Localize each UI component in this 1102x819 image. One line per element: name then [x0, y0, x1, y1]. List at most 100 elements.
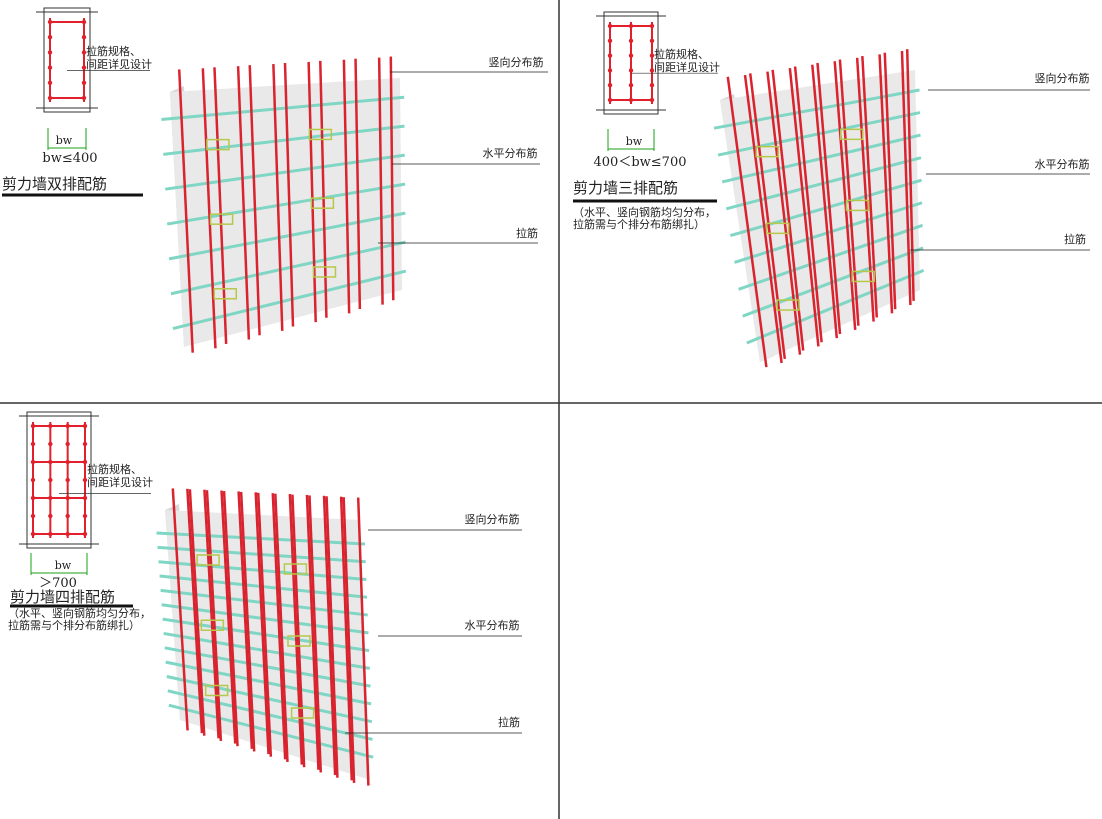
tie-bar — [200, 619, 225, 631]
section-bar-dot — [628, 38, 634, 43]
panel: 拉筋规格、间距详见设计 bw ＞700剪力墙四排配筋（水平、竖向钢筋均匀分布，拉筋需… — [8, 411, 522, 786]
vertical-bar — [905, 49, 915, 301]
horizontal-bar — [168, 211, 406, 261]
section-bar-dot — [628, 53, 634, 58]
vertical-bar — [748, 73, 787, 359]
vertical-bar — [305, 494, 320, 770]
section-bar-dot — [628, 83, 634, 88]
tie-bar — [312, 266, 337, 278]
vertical-bar — [855, 57, 875, 322]
section-bar-dot — [649, 53, 655, 58]
callout-label: 拉筋 — [498, 715, 520, 729]
vertical-bar — [186, 488, 204, 734]
vertical-bar — [256, 492, 273, 757]
width-label: bw — [56, 134, 73, 147]
vertical-bar — [307, 61, 317, 323]
horizontal-bar — [163, 124, 405, 156]
callout-label: 拉筋 — [516, 226, 538, 240]
vertical-bar — [274, 493, 289, 762]
vertical-bar — [900, 50, 912, 306]
note: 拉筋需与个排分布筋绑扎） — [8, 618, 140, 632]
section-bar-dot — [649, 38, 655, 43]
vertical-bar — [236, 66, 251, 340]
vertical-bar — [878, 54, 894, 314]
panel-title: 剪力墙三排配筋 — [573, 179, 678, 197]
vertical-bar — [793, 66, 823, 343]
tie-bar — [209, 213, 234, 225]
callout-label: 竖向分布筋 — [489, 55, 544, 69]
vertical-bar — [222, 490, 239, 747]
vertical-bar — [239, 491, 256, 752]
section-bar-dot — [65, 477, 70, 483]
tie-bar — [287, 635, 311, 647]
vertical-bar — [283, 62, 295, 327]
tie-note: 拉筋规格、 — [654, 47, 709, 61]
vertical-bar — [389, 56, 395, 301]
section-bar-dot — [628, 68, 634, 73]
condition: bw≤400 — [42, 151, 97, 166]
section-bar-dot — [65, 441, 70, 447]
section-bar-dot — [48, 441, 53, 447]
section-bar-dot — [48, 513, 53, 519]
section-bar-dot — [82, 477, 88, 483]
section-bar-dot — [649, 83, 655, 88]
panel-title: 剪力墙双排配筋 — [2, 175, 107, 193]
condition: 400＜bw≤700 — [594, 155, 687, 170]
section-bar-dot — [47, 65, 53, 70]
vertical-bar — [771, 69, 805, 351]
vertical-bar — [288, 494, 304, 765]
section-outline — [43, 7, 91, 113]
tie-note: 拉筋规格、 — [87, 462, 142, 476]
width-label: bw — [626, 135, 643, 148]
horizontal-bar — [166, 182, 406, 226]
vertical-bar — [325, 496, 339, 778]
panel-title: 剪力墙四排配筋 — [10, 588, 115, 606]
horizontal-bar — [172, 269, 407, 331]
section-bar-dot — [82, 441, 88, 447]
section-bar-dot — [607, 83, 613, 88]
panel: 拉筋规格、间距详见设计 bw 400＜bw≤700 剪力墙三排配筋 （水平、竖向钢筋均匀… — [573, 11, 1090, 368]
section-bar-dot — [81, 50, 87, 55]
vertical-bar — [816, 62, 842, 335]
section-bar-dot — [47, 35, 53, 40]
tie-bar — [196, 554, 220, 566]
tie-note: 拉筋规格、 — [86, 44, 141, 58]
vertical-bar — [342, 59, 351, 314]
section-bar-dot — [81, 35, 87, 40]
tie-note: 间距详见设计 — [86, 57, 152, 71]
tie-bar — [776, 299, 800, 311]
callout-label: 水平分布筋 — [1035, 157, 1090, 171]
section-bar-dot — [65, 513, 70, 519]
horizontal-bar — [161, 95, 405, 121]
vertical-bar — [766, 71, 802, 355]
vertical-bar — [354, 58, 362, 310]
section-bar-dot — [48, 477, 53, 483]
vertical-bar — [177, 69, 194, 353]
tie-bar — [308, 128, 333, 141]
vertical-bar — [291, 494, 306, 768]
tie-bar — [206, 138, 230, 151]
tie-note: 间距详见设计 — [654, 60, 720, 74]
vertical-bar — [319, 60, 328, 318]
vertical-bar — [271, 493, 287, 760]
vertical-bar — [188, 489, 206, 736]
section-bar-dot — [47, 50, 53, 55]
vertical-bar — [377, 57, 384, 305]
vertical-bar — [356, 497, 370, 786]
vertical-bar — [726, 76, 768, 368]
vertical-bar — [205, 490, 223, 741]
vertical-bar — [342, 497, 356, 784]
tie-note: 间距详见设计 — [87, 475, 153, 489]
section-bar-dot — [30, 477, 36, 483]
tie-bar — [845, 199, 870, 212]
condition: ＞700 — [39, 576, 77, 591]
vertical-bar — [201, 68, 217, 349]
tie-bar — [765, 222, 790, 235]
section-bar-dot — [607, 53, 613, 58]
vertical-bar — [833, 61, 857, 330]
section-bar-dot — [81, 65, 87, 70]
horizontal-bar — [165, 153, 405, 191]
width-label: bw — [55, 559, 72, 572]
vertical-bar — [220, 490, 237, 744]
